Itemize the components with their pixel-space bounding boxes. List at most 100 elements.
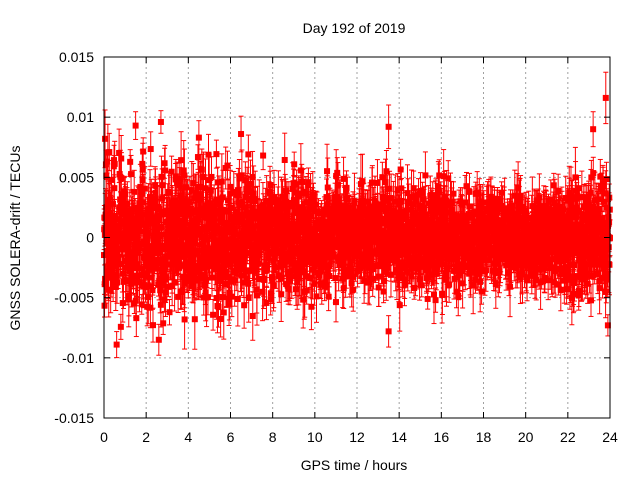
- data-point: [315, 210, 322, 217]
- data-point: [104, 158, 111, 165]
- data-point: [141, 185, 148, 192]
- data-point: [258, 208, 265, 215]
- data-point: [263, 197, 270, 204]
- data-point: [131, 188, 138, 195]
- data-point: [194, 226, 201, 233]
- data-point: [249, 260, 256, 267]
- data-point: [157, 301, 164, 308]
- data-point: [228, 204, 235, 211]
- data-point: [289, 185, 296, 192]
- data-point: [219, 294, 226, 301]
- data-point: [158, 173, 165, 180]
- data-point: [177, 192, 184, 199]
- data-point: [161, 296, 168, 303]
- data-point: [132, 297, 139, 304]
- data-point: [303, 287, 310, 294]
- data-point: [124, 278, 131, 285]
- data-point: [304, 243, 311, 250]
- data-point: [239, 200, 246, 207]
- data-point: [304, 199, 311, 206]
- data-point: [119, 300, 126, 307]
- data-point: [289, 259, 296, 266]
- data-point: [306, 206, 313, 213]
- data-point: [226, 261, 233, 268]
- data-point: [186, 199, 193, 206]
- data-point: [215, 304, 222, 311]
- data-point: [144, 303, 151, 310]
- data-point: [179, 287, 186, 294]
- data-point: [212, 266, 219, 273]
- data-point: [138, 301, 145, 308]
- data-point: [152, 195, 159, 202]
- data-point: [314, 225, 321, 232]
- data-point: [213, 210, 220, 217]
- data-point: [105, 232, 112, 239]
- data-point: [207, 252, 214, 259]
- data-point: [102, 275, 109, 282]
- data-point: [284, 257, 291, 264]
- data-point: [155, 281, 162, 288]
- data-point: [297, 255, 304, 262]
- data-point: [145, 219, 152, 226]
- data-point: [139, 166, 146, 173]
- data-point: [202, 289, 209, 296]
- data-point: [190, 180, 197, 187]
- data-point: [217, 278, 224, 285]
- data-point: [111, 185, 118, 192]
- data-point: [104, 220, 111, 227]
- data-point: [249, 174, 256, 181]
- data-point: [164, 208, 171, 215]
- data-point: [160, 320, 167, 327]
- data-point: [129, 206, 136, 213]
- data-point: [151, 265, 158, 272]
- data-point: [217, 265, 224, 272]
- data-point: [111, 160, 118, 167]
- data-point: [305, 179, 312, 186]
- data-point: [161, 160, 168, 167]
- data-point: [297, 167, 304, 174]
- data-point: [123, 218, 130, 225]
- data-point: [188, 187, 195, 194]
- data-point: [170, 258, 177, 265]
- data-point: [238, 262, 245, 269]
- data-point: [183, 184, 190, 191]
- data-point: [242, 267, 249, 274]
- data-point: [250, 190, 257, 197]
- data-point: [178, 253, 185, 260]
- data-point: [142, 284, 149, 291]
- data-point: [194, 154, 201, 161]
- data-point: [238, 218, 245, 225]
- data-point: [233, 247, 240, 254]
- data-point: [213, 295, 220, 302]
- data-point: [245, 294, 252, 301]
- data-point: [109, 200, 116, 207]
- data-point: [217, 316, 224, 323]
- data-point: [138, 216, 145, 223]
- data-point: [311, 225, 318, 232]
- data-point: [269, 198, 276, 205]
- data-point: [219, 194, 226, 201]
- data-point: [268, 227, 275, 234]
- data-point: [166, 309, 173, 316]
- data-point: [260, 152, 267, 159]
- data-point: [130, 260, 137, 267]
- data-point: [230, 189, 237, 196]
- data-point: [284, 203, 291, 210]
- data-point: [129, 275, 136, 282]
- data-point: [140, 148, 147, 155]
- data-point: [105, 196, 112, 203]
- data-point: [250, 223, 257, 230]
- data-point: [172, 197, 179, 204]
- data-point: [198, 166, 205, 173]
- data-point: [309, 240, 316, 247]
- data-point: [292, 286, 299, 293]
- data-point: [317, 249, 324, 256]
- data-point: [136, 279, 143, 286]
- data-point: [175, 228, 182, 235]
- data-point: [147, 304, 154, 311]
- data-point: [197, 275, 204, 282]
- data-point: [292, 199, 299, 206]
- data-point: [218, 252, 225, 259]
- data-point: [133, 272, 140, 279]
- data-point: [285, 285, 292, 292]
